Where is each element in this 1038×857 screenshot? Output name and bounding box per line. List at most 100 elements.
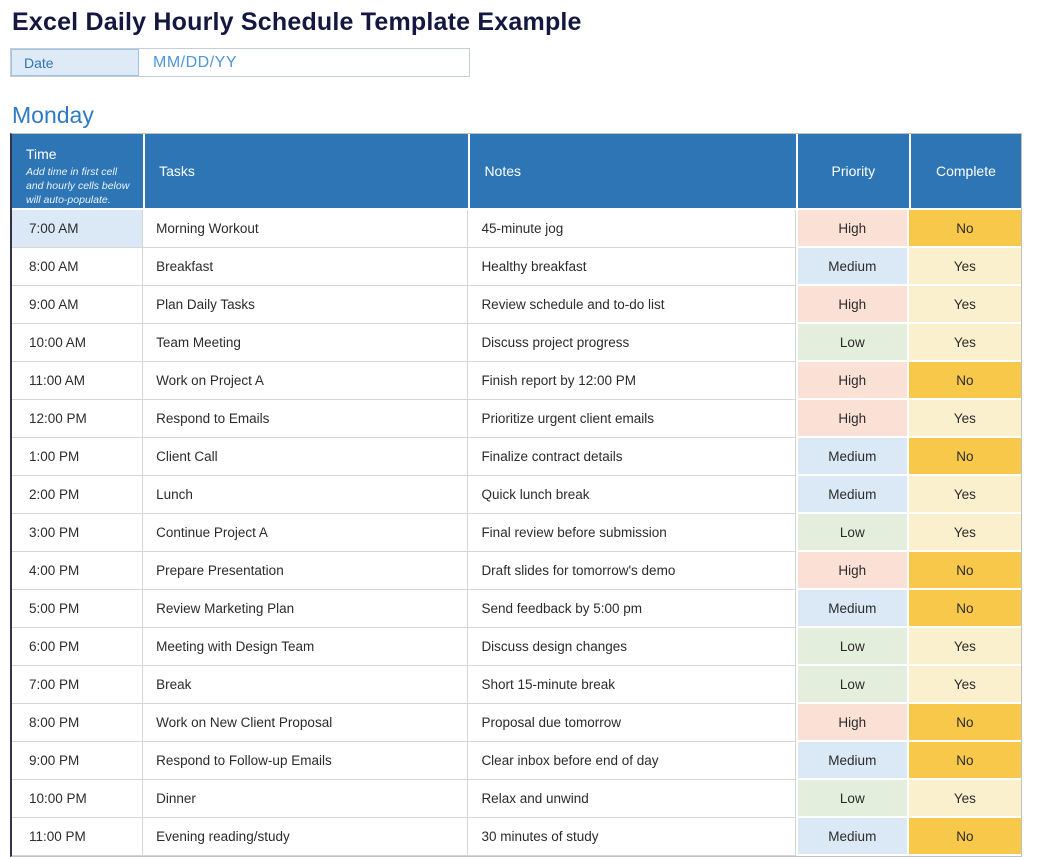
priority-cell[interactable]: Medium xyxy=(795,476,909,514)
time-cell[interactable]: 9:00 AM xyxy=(12,286,144,324)
header-notes: Notes xyxy=(468,134,796,210)
priority-cell[interactable]: High xyxy=(795,552,909,590)
note-cell[interactable]: Short 15-minute break xyxy=(468,666,796,704)
priority-cell[interactable]: Low xyxy=(795,666,909,704)
complete-cell[interactable]: Yes xyxy=(908,666,1021,704)
note-cell[interactable]: Review schedule and to-do list xyxy=(468,286,796,324)
task-cell[interactable]: Plan Daily Tasks xyxy=(143,286,469,324)
task-cell[interactable]: Lunch xyxy=(143,476,469,514)
task-cell[interactable]: Review Marketing Plan xyxy=(143,590,469,628)
time-cell[interactable]: 7:00 AM xyxy=(12,210,144,248)
note-cell[interactable]: Discuss project progress xyxy=(468,324,796,362)
task-cell[interactable]: Break xyxy=(143,666,469,704)
note-cell[interactable]: 45-minute jog xyxy=(468,210,796,248)
day-heading: Monday xyxy=(12,102,94,128)
complete-cell[interactable]: Yes xyxy=(908,476,1021,514)
time-cell[interactable]: 10:00 PM xyxy=(12,780,144,818)
complete-cell[interactable]: No xyxy=(908,818,1021,856)
priority-cell[interactable]: Medium xyxy=(795,248,909,286)
note-cell[interactable]: Send feedback by 5:00 pm xyxy=(468,590,796,628)
note-cell[interactable]: Relax and unwind xyxy=(468,780,796,818)
table-row: 10:00 PM Dinner Relax and unwind Low Yes xyxy=(12,780,1021,818)
task-cell[interactable]: Work on New Client Proposal xyxy=(143,704,469,742)
complete-cell[interactable]: Yes xyxy=(908,324,1021,362)
task-cell[interactable]: Dinner xyxy=(143,780,469,818)
note-cell[interactable]: 30 minutes of study xyxy=(468,818,796,856)
task-cell[interactable]: Meeting with Design Team xyxy=(143,628,469,666)
time-cell[interactable]: 8:00 PM xyxy=(12,704,144,742)
note-cell[interactable]: Draft slides for tomorrow's demo xyxy=(468,552,796,590)
time-cell[interactable]: 4:00 PM xyxy=(12,552,144,590)
complete-cell[interactable]: No xyxy=(908,552,1021,590)
time-cell[interactable]: 11:00 PM xyxy=(12,818,144,856)
time-cell[interactable]: 3:00 PM xyxy=(12,514,144,552)
complete-cell[interactable]: No xyxy=(908,438,1021,476)
complete-cell[interactable]: No xyxy=(908,590,1021,628)
note-cell[interactable]: Finish report by 12:00 PM xyxy=(468,362,796,400)
complete-cell[interactable]: Yes xyxy=(908,286,1021,324)
note-cell[interactable]: Final review before submission xyxy=(468,514,796,552)
table-row: 11:00 AM Work on Project A Finish report b… xyxy=(12,362,1021,400)
priority-cell[interactable]: High xyxy=(795,362,909,400)
time-cell[interactable]: 11:00 AM xyxy=(12,362,144,400)
page-title: Excel Daily Hourly Schedule Template Exa… xyxy=(12,8,582,36)
task-cell[interactable]: Prepare Presentation xyxy=(143,552,469,590)
task-cell[interactable]: Respond to Emails xyxy=(143,400,469,438)
priority-cell[interactable]: Low xyxy=(795,324,909,362)
note-cell[interactable]: Proposal due tomorrow xyxy=(468,704,796,742)
time-cell[interactable]: 9:00 PM xyxy=(12,742,144,780)
date-input[interactable]: MM/DD/YY xyxy=(153,53,237,71)
task-cell[interactable]: Breakfast xyxy=(143,248,469,286)
complete-cell[interactable]: Yes xyxy=(908,628,1021,666)
note-cell[interactable]: Quick lunch break xyxy=(468,476,796,514)
header-time: Time Add time in first cell and hourly c… xyxy=(12,134,144,210)
task-cell[interactable]: Client Call xyxy=(143,438,469,476)
priority-cell[interactable]: Low xyxy=(795,780,909,818)
complete-cell[interactable]: Yes xyxy=(908,248,1021,286)
note-cell[interactable]: Discuss design changes xyxy=(468,628,796,666)
time-cell[interactable]: 8:00 AM xyxy=(12,248,144,286)
complete-cell[interactable]: Yes xyxy=(908,780,1021,818)
priority-cell[interactable]: Medium xyxy=(795,438,909,476)
complete-cell[interactable]: Yes xyxy=(908,400,1021,438)
table-row: 4:00 PM Prepare Presentation Draft slides … xyxy=(12,552,1021,590)
note-cell[interactable]: Healthy breakfast xyxy=(468,248,796,286)
priority-cell[interactable]: Low xyxy=(795,628,909,666)
complete-cell[interactable]: No xyxy=(908,210,1021,248)
priority-cell[interactable]: Medium xyxy=(795,742,909,780)
priority-cell[interactable]: High xyxy=(795,704,909,742)
priority-cell[interactable]: Medium xyxy=(795,818,909,856)
time-cell[interactable]: 12:00 PM xyxy=(12,400,144,438)
priority-cell[interactable]: Medium xyxy=(795,590,909,628)
time-cell[interactable]: 7:00 PM xyxy=(12,666,144,704)
priority-cell[interactable]: High xyxy=(795,286,909,324)
table-row: 7:00 PM Break Short 15-minute break Low Yes xyxy=(12,666,1021,704)
task-cell[interactable]: Evening reading/study xyxy=(143,818,469,856)
time-cell[interactable]: 10:00 AM xyxy=(12,324,144,362)
complete-cell[interactable]: No xyxy=(908,742,1021,780)
time-cell[interactable]: 5:00 PM xyxy=(12,590,144,628)
priority-cell[interactable]: High xyxy=(795,400,909,438)
table-row: 8:00 PM Work on New Client Proposal Propos… xyxy=(12,704,1021,742)
table-row: 10:00 AM Team Meeting Discuss project prog… xyxy=(12,324,1021,362)
task-cell[interactable]: Continue Project A xyxy=(143,514,469,552)
table-row: 3:00 PM Continue Project A Final review be… xyxy=(12,514,1021,552)
complete-cell[interactable]: Yes xyxy=(908,514,1021,552)
table-row: 7:00 AM Morning Workout 45-minute jog High N… xyxy=(12,210,1021,248)
task-cell[interactable]: Respond to Follow-up Emails xyxy=(143,742,469,780)
complete-cell[interactable]: No xyxy=(908,704,1021,742)
note-cell[interactable]: Finalize contract details xyxy=(468,438,796,476)
note-cell[interactable]: Prioritize urgent client emails xyxy=(468,400,796,438)
time-cell[interactable]: 6:00 PM xyxy=(12,628,144,666)
task-cell[interactable]: Morning Workout xyxy=(143,210,469,248)
time-cell[interactable]: 2:00 PM xyxy=(12,476,144,514)
note-cell[interactable]: Clear inbox before end of day xyxy=(468,742,796,780)
time-cell[interactable]: 1:00 PM xyxy=(12,438,144,476)
priority-cell[interactable]: High xyxy=(795,210,909,248)
priority-cell[interactable]: Low xyxy=(795,514,909,552)
date-field: Date MM/DD/YY xyxy=(10,48,470,77)
task-cell[interactable]: Team Meeting xyxy=(143,324,469,362)
complete-cell[interactable]: No xyxy=(908,362,1021,400)
task-cell[interactable]: Work on Project A xyxy=(143,362,469,400)
